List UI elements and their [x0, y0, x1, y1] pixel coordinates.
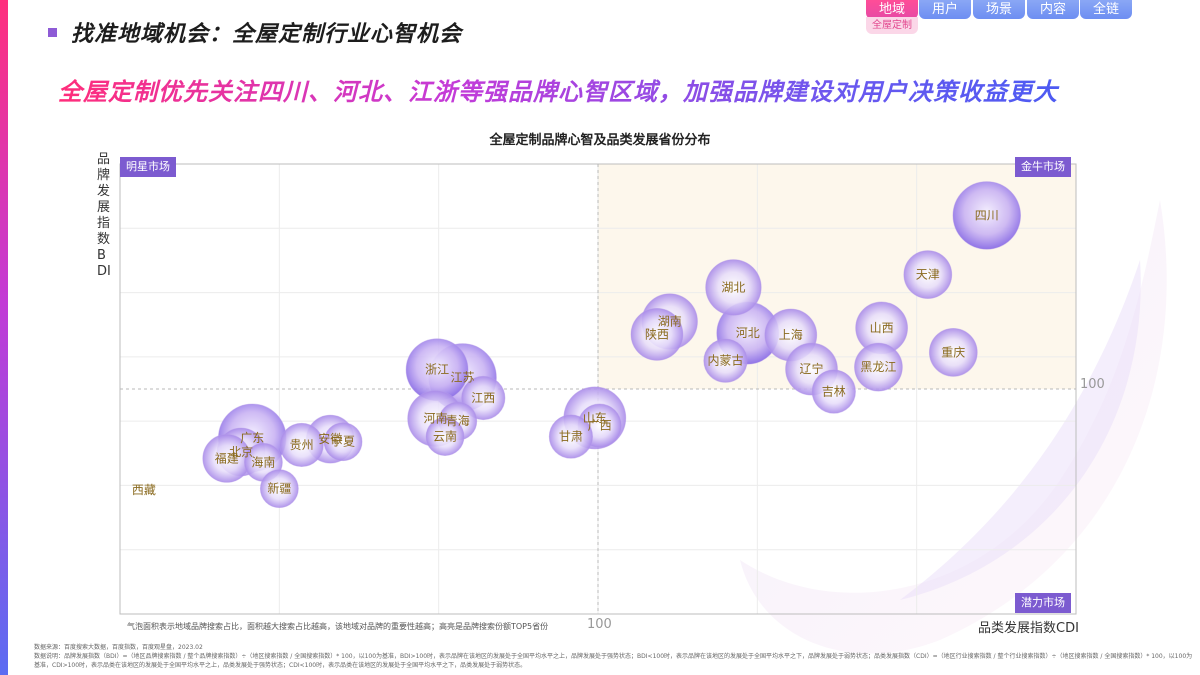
- bubble-label: 山西: [870, 321, 894, 335]
- bubble-label: 辽宁: [799, 361, 823, 376]
- tab-scenes[interactable]: 场景: [973, 0, 1025, 19]
- bubble-label: 黑龙江: [860, 360, 896, 374]
- bubble-label: 陕西: [645, 326, 669, 341]
- bubble: [811, 369, 856, 414]
- bubble-label: 福建: [215, 450, 239, 465]
- bubble-label: 河南: [423, 411, 447, 426]
- quadrant-tag-cash-cow: 金牛市场: [1015, 157, 1071, 177]
- chart-title: 全屋定制品牌心智及品类发展省份分布: [489, 133, 711, 148]
- bubble-label: 广西: [588, 419, 612, 433]
- data-explanation: 数据说明：品牌发展指数（BDI）=（地区品牌搜索指数 / 整个品牌搜索指数）÷（…: [34, 653, 1193, 669]
- quadrant-tag-star: 明星市场: [120, 157, 176, 177]
- tab-region[interactable]: 地域: [866, 0, 918, 19]
- footnote: 数据来源：百度搜索大数据，百度指数，百度观星盘，2023.02 数据说明：品牌发…: [34, 643, 1194, 670]
- bubble-label: 贵州: [290, 438, 314, 452]
- bubble-label: 浙江: [425, 363, 449, 377]
- bubble-label: 上海: [779, 327, 803, 342]
- bubble-label: 内蒙古: [707, 353, 743, 368]
- bubble-label: 北京: [229, 445, 253, 459]
- bubble: [323, 422, 363, 462]
- bubble-label: 海南: [251, 454, 275, 469]
- y-axis-label: 品牌发展指数BDI: [97, 152, 111, 279]
- bubble-label: 四川: [975, 208, 999, 222]
- bubble: [548, 414, 594, 459]
- quadrant-tag-potential: 潜力市场: [1015, 593, 1071, 613]
- tab-users[interactable]: 用户: [919, 0, 971, 19]
- bubble-label: 安徽: [318, 431, 342, 446]
- bubble-size-note: 气泡面积表示地域品牌搜索占比，面积越大搜索占比越高，该地域对品牌的重要性越高；高…: [127, 622, 549, 631]
- bubble-label: 湖北: [721, 279, 745, 294]
- page-title-text: 找准地域机会：全屋定制行业心智机会: [71, 22, 463, 47]
- bubble-label: 山东: [583, 411, 607, 425]
- bubble-label: 江西: [471, 391, 495, 405]
- bubble-label: 甘肃: [559, 430, 583, 444]
- bubble: [705, 259, 762, 316]
- tab-content[interactable]: 内容: [1027, 0, 1079, 19]
- data-source: 数据来源：百度搜索大数据，百度指数，百度观星盘，2023.02: [34, 644, 203, 651]
- bubble: [279, 422, 324, 468]
- bubble: [854, 342, 903, 392]
- title-bullet-icon: [48, 27, 57, 37]
- bubble-label: 宁夏: [331, 434, 355, 449]
- bubble-label: 云南: [433, 429, 457, 444]
- bubble-label: 河北: [736, 326, 760, 340]
- bubble: [928, 327, 978, 377]
- bubble: [259, 469, 299, 509]
- bubble-label: 新疆: [267, 481, 291, 496]
- bubble-label: 湖南: [658, 314, 682, 329]
- bubble-label: 吉林: [822, 385, 846, 399]
- bubble-label: 广东: [240, 431, 264, 445]
- x-axis-label: 品类发展指数CDI: [978, 621, 1079, 636]
- background-swirl: [740, 200, 1167, 654]
- x-ref-tick-label: 100: [587, 617, 612, 632]
- bubble: [703, 338, 748, 383]
- bubble-label: 青海: [446, 413, 470, 428]
- bubble-label: 天津: [916, 268, 940, 282]
- bubble: [425, 417, 465, 456]
- left-accent-stripe: [0, 0, 8, 675]
- tab-full-chain[interactable]: 全链: [1080, 0, 1132, 19]
- tab-region-sublabel: 全屋定制: [866, 17, 918, 34]
- bubble: [903, 250, 953, 299]
- bubble-label: 重庆: [941, 345, 965, 359]
- bubble: [952, 181, 1022, 250]
- page-title: 找准地域机会：全屋定制行业心智机会: [48, 18, 463, 47]
- page-subtitle: 全屋定制优先关注四川、河北、江浙等强品牌心智区域，加强品牌建设对用户决策收益更大: [58, 72, 1178, 107]
- bubble-label: 江苏: [451, 370, 475, 384]
- y-ref-tick-label: 100: [1080, 377, 1105, 392]
- bubble-label: 西藏: [132, 483, 156, 497]
- bubble: [630, 307, 684, 361]
